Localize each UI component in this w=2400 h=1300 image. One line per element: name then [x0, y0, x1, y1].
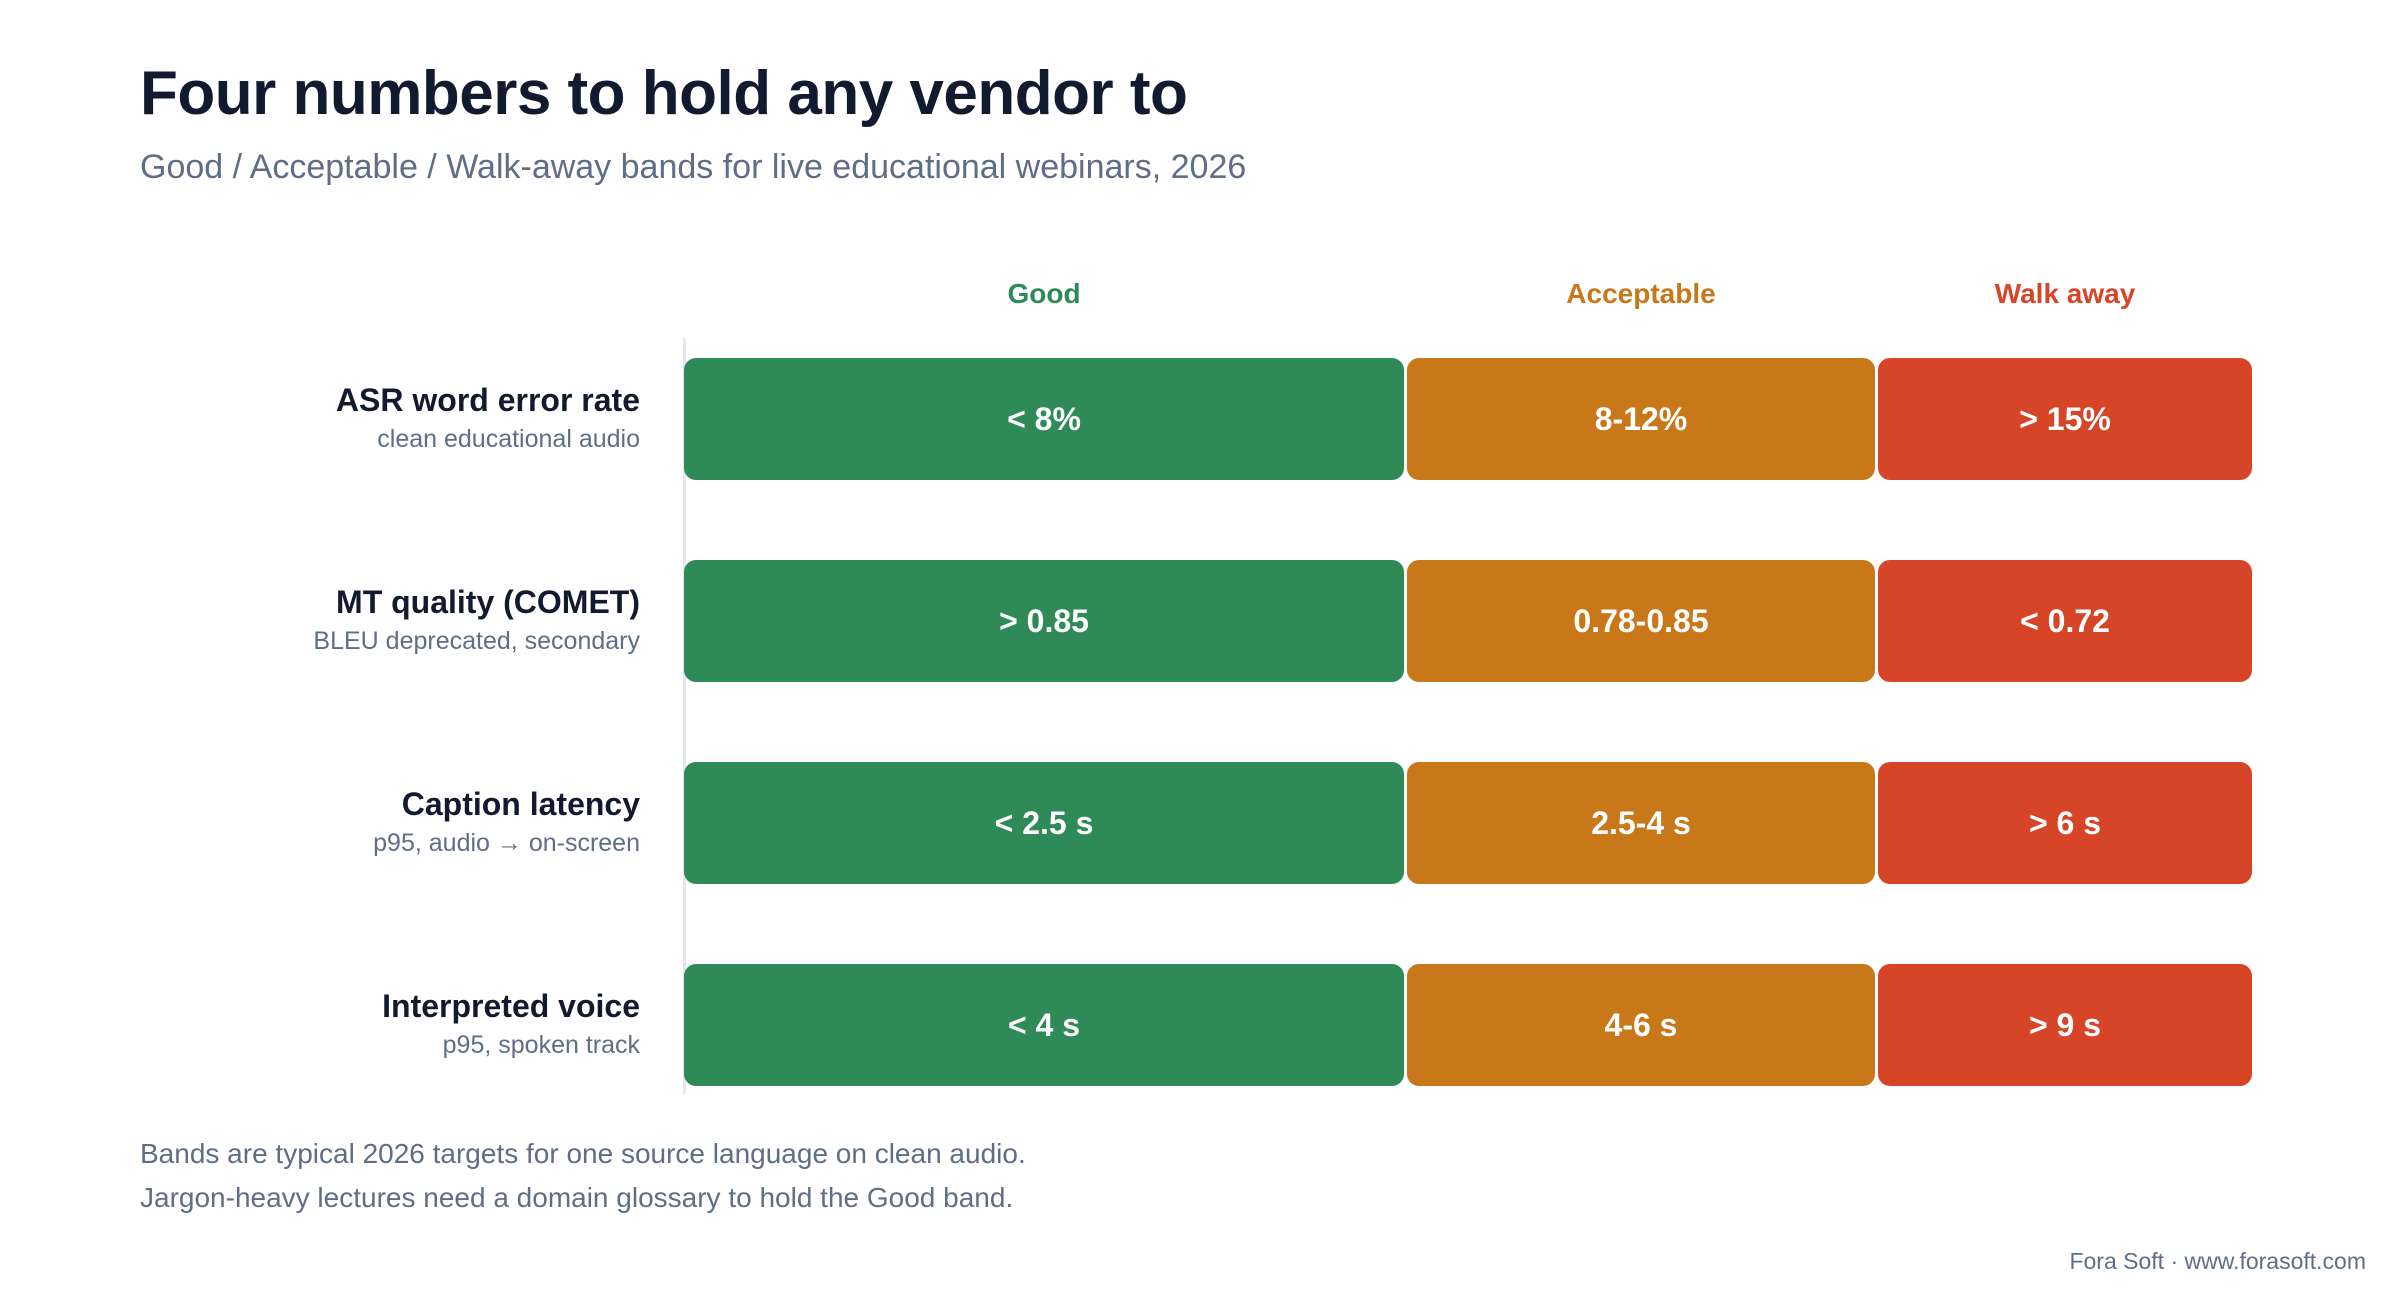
column-header-acceptable: Acceptable — [1566, 278, 1716, 309]
page-subtitle: Good / Acceptable / Walk-away bands for … — [140, 148, 1247, 186]
band-acceptable: 4-6 s — [1407, 964, 1875, 1086]
metric-name: Interpreted voice — [382, 988, 640, 1024]
metric-subtitle: BLEU deprecated, secondary — [313, 627, 640, 655]
metric-label: Interpreted voice p95, spoken track — [382, 986, 640, 1064]
metric-label: Caption latency p95, audio → on-screen — [373, 784, 640, 862]
metric-name: MT quality (COMET) — [336, 584, 640, 620]
band-acceptable: 2.5-4 s — [1407, 762, 1875, 884]
band-walk-away: > 6 s — [1878, 762, 2252, 884]
metric-label: ASR word error rate clean educational au… — [336, 380, 640, 458]
page-title: Four numbers to hold any vendor to — [140, 59, 1188, 128]
band-good: < 4 s — [684, 964, 1404, 1086]
band-acceptable: 8-12% — [1407, 358, 1875, 480]
band-good: > 0.85 — [684, 560, 1404, 682]
band-acceptable: 0.78-0.85 — [1407, 560, 1875, 682]
column-header-walk-away: Walk away — [1994, 278, 2136, 309]
metric-row-interpreted-voice: Interpreted voice p95, spoken track < 4 … — [0, 964, 2400, 1086]
band-good: < 2.5 s — [684, 762, 1404, 884]
metric-subtitle: clean educational audio — [377, 425, 640, 453]
band-walk-away: > 15% — [1878, 358, 2252, 480]
metric-label: MT quality (COMET) BLEU deprecated, seco… — [313, 582, 640, 660]
metric-name: ASR word error rate — [335, 382, 640, 418]
column-header-good: Good — [1007, 278, 1081, 309]
metric-subtitle: p95, spoken track — [442, 1031, 640, 1059]
band-walk-away: > 9 s — [1878, 964, 2252, 1086]
footnote: Bands are typical 2026 targets for one s… — [140, 1132, 1026, 1220]
axis-divider — [683, 338, 686, 1094]
metric-name: Caption latency — [401, 786, 640, 822]
metric-subtitle: p95, audio → on-screen — [373, 829, 640, 857]
band-good: < 8% — [684, 358, 1404, 480]
footnote-line-2: Jargon-heavy lectures need a domain glos… — [140, 1182, 1014, 1213]
footnote-line-1: Bands are typical 2026 targets for one s… — [140, 1138, 1026, 1169]
band-walk-away: < 0.72 — [1878, 560, 2252, 682]
metric-row-mt: MT quality (COMET) BLEU deprecated, seco… — [0, 560, 2400, 682]
metric-row-caption-latency: Caption latency p95, audio → on-screen <… — [0, 762, 2400, 884]
credit: Fora Soft · www.forasoft.com — [2069, 1248, 2366, 1274]
metric-row-asr: ASR word error rate clean educational au… — [0, 358, 2400, 480]
